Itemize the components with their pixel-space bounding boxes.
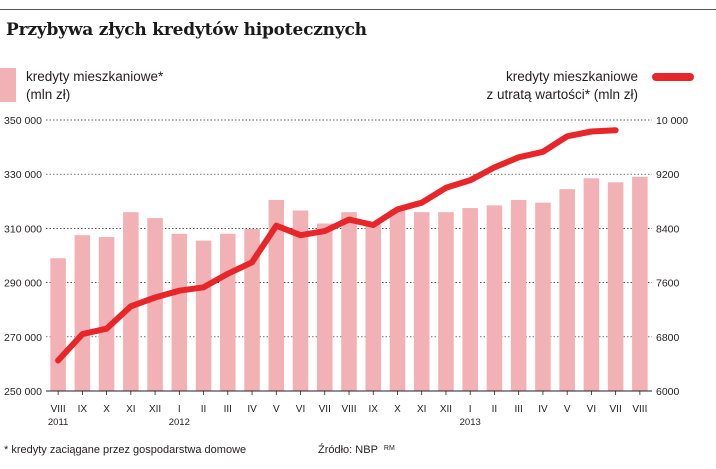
x-tick-label: I bbox=[178, 404, 181, 415]
bar bbox=[171, 233, 188, 391]
right-tick-label: 8400 bbox=[656, 223, 680, 235]
year-label: 2013 bbox=[460, 417, 481, 428]
legend-line-label-line2: z utratą wartości* (mln zł) bbox=[486, 87, 638, 102]
x-tick-label: XII bbox=[149, 404, 161, 415]
x-tick-label: VI bbox=[587, 404, 596, 415]
bar bbox=[317, 223, 333, 391]
x-tick-label: IV bbox=[247, 404, 257, 415]
bar bbox=[486, 205, 503, 391]
bar bbox=[583, 178, 600, 391]
right-tick-label: 9200 bbox=[656, 169, 680, 181]
bar bbox=[389, 209, 406, 391]
bar bbox=[341, 212, 357, 391]
left-tick-label: 350 000 bbox=[4, 115, 42, 127]
source-mark: RM bbox=[383, 445, 395, 452]
bar bbox=[292, 210, 309, 391]
legend-line-label: kredyty mieszkaniowe z utratą wartości* … bbox=[486, 68, 638, 104]
left-tick-label: 310 000 bbox=[4, 223, 42, 235]
legend-line-swatch bbox=[652, 73, 694, 81]
x-tick-label: II bbox=[201, 404, 207, 415]
x-tick-label: VIII bbox=[51, 404, 66, 415]
x-tick-label: IV bbox=[538, 404, 548, 415]
bar bbox=[147, 218, 163, 391]
legend-bar-label: kredyty mieszkaniowe* (mln zł) bbox=[26, 68, 163, 104]
legend-line-label-line1: kredyty mieszkaniowe bbox=[505, 69, 638, 84]
x-tick-label: VII bbox=[610, 404, 622, 415]
bar bbox=[413, 212, 430, 391]
bar bbox=[462, 208, 478, 391]
bar bbox=[98, 237, 115, 391]
x-tick-label: XI bbox=[126, 404, 135, 415]
x-tick-label: X bbox=[394, 404, 401, 415]
bar bbox=[244, 228, 260, 391]
x-tick-label: X bbox=[103, 404, 110, 415]
bar bbox=[74, 235, 91, 391]
legend-bar-label-line1: kredyty mieszkaniowe* bbox=[26, 69, 164, 84]
bar bbox=[123, 212, 139, 391]
bar bbox=[510, 199, 527, 391]
x-tick-label: IX bbox=[369, 404, 379, 415]
x-tick-label: II bbox=[492, 404, 498, 415]
year-label: 2012 bbox=[169, 417, 190, 428]
x-tick-label: XII bbox=[440, 404, 452, 415]
bar bbox=[365, 224, 381, 391]
bar bbox=[438, 212, 454, 391]
source: Źródło: NBP RM bbox=[318, 444, 395, 456]
year-label: 2011 bbox=[48, 417, 68, 428]
left-tick-label: 270 000 bbox=[4, 332, 42, 344]
right-tick-label: 7600 bbox=[656, 278, 680, 290]
footnote: * kredyty zaciągane przez gospodarstwa d… bbox=[4, 444, 247, 456]
x-tick-label: VIII bbox=[341, 404, 356, 415]
bar bbox=[268, 199, 285, 391]
bar bbox=[195, 240, 212, 391]
left-tick-label: 250 000 bbox=[4, 386, 42, 398]
x-tick-label: VI bbox=[296, 404, 305, 415]
x-tick-label: VII bbox=[319, 404, 331, 415]
bar bbox=[632, 176, 648, 391]
right-tick-label: 6000 bbox=[656, 386, 680, 398]
x-tick-label: IX bbox=[78, 404, 88, 415]
bar bbox=[535, 202, 551, 391]
left-tick-label: 290 000 bbox=[4, 278, 42, 290]
x-tick-label: VIII bbox=[632, 404, 647, 415]
left-tick-label: 330 000 bbox=[4, 169, 42, 181]
right-tick-label: 6800 bbox=[656, 332, 680, 344]
bar bbox=[220, 233, 236, 391]
chart-title: Przybywa złych kredytów hipotecznych bbox=[6, 20, 367, 40]
legend-bar-swatch bbox=[0, 68, 16, 102]
line-series bbox=[55, 127, 619, 364]
right-tick-label: 10 000 bbox=[656, 115, 688, 127]
x-tick-label: III bbox=[515, 404, 523, 415]
bar bbox=[607, 182, 624, 391]
x-tick-label: V bbox=[564, 404, 571, 415]
x-tick-label: III bbox=[224, 404, 232, 415]
x-tick-label: XI bbox=[417, 404, 426, 415]
legend-bar-label-line2: (mln zł) bbox=[26, 87, 71, 102]
x-tick-label: I bbox=[469, 404, 472, 415]
x-tick-label: V bbox=[273, 404, 280, 415]
top-rule bbox=[0, 9, 716, 10]
source-label: Źródło: NBP bbox=[318, 444, 378, 456]
bar bbox=[559, 189, 575, 391]
bar bbox=[50, 258, 66, 391]
